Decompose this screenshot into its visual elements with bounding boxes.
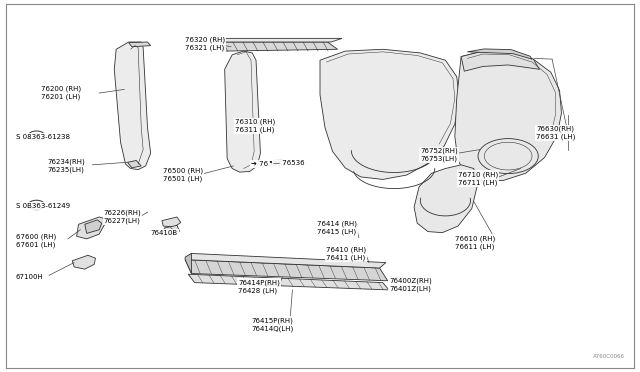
Polygon shape xyxy=(77,217,108,239)
Text: 76414 (RH)
76415 (LH): 76414 (RH) 76415 (LH) xyxy=(317,221,357,235)
Polygon shape xyxy=(129,42,150,47)
Polygon shape xyxy=(213,38,342,42)
Polygon shape xyxy=(85,220,102,233)
Text: 76234(RH)
76235(LH): 76234(RH) 76235(LH) xyxy=(47,159,85,173)
Text: 67600 (RH)
67601 (LH): 67600 (RH) 67601 (LH) xyxy=(16,234,56,248)
Polygon shape xyxy=(467,49,532,59)
Text: 76752(RH)
76753(LH): 76752(RH) 76753(LH) xyxy=(420,148,458,162)
Text: •— 76536: •— 76536 xyxy=(269,160,304,166)
Text: S: S xyxy=(35,202,38,208)
Polygon shape xyxy=(127,160,141,168)
Polygon shape xyxy=(162,217,180,227)
Text: 76410B: 76410B xyxy=(150,230,178,236)
Text: 76414P(RH)
76428 (LH): 76414P(RH) 76428 (LH) xyxy=(239,279,280,294)
Polygon shape xyxy=(461,51,540,71)
Polygon shape xyxy=(320,49,460,179)
Polygon shape xyxy=(163,225,179,234)
Polygon shape xyxy=(185,253,191,273)
Text: 76415P(RH)
76414Q(LH): 76415P(RH) 76414Q(LH) xyxy=(251,317,293,332)
Text: 76710 (RH)
76711 (LH): 76710 (RH) 76711 (LH) xyxy=(458,171,498,186)
Polygon shape xyxy=(213,40,226,51)
Text: 76226(RH)
76227(LH): 76226(RH) 76227(LH) xyxy=(104,210,141,224)
Polygon shape xyxy=(72,255,95,269)
Text: 76610 (RH)
76611 (LH): 76610 (RH) 76611 (LH) xyxy=(455,235,495,250)
Polygon shape xyxy=(213,42,337,51)
Polygon shape xyxy=(188,274,389,290)
Text: 67100H: 67100H xyxy=(16,274,44,280)
Text: 76320 (RH)
76321 (LH): 76320 (RH) 76321 (LH) xyxy=(185,36,225,51)
Text: 76630(RH)
76631 (LH): 76630(RH) 76631 (LH) xyxy=(536,126,576,140)
Polygon shape xyxy=(225,51,260,172)
Polygon shape xyxy=(115,42,150,170)
Text: S 0B363-61249: S 0B363-61249 xyxy=(16,203,70,209)
Text: S: S xyxy=(35,133,38,138)
Polygon shape xyxy=(185,260,388,281)
Polygon shape xyxy=(414,165,478,232)
Text: 76410 (RH)
76411 (LH): 76410 (RH) 76411 (LH) xyxy=(326,246,366,261)
Text: S 08363-61238: S 08363-61238 xyxy=(16,134,70,140)
Polygon shape xyxy=(455,51,561,180)
Text: A760C0066: A760C0066 xyxy=(593,354,625,359)
Polygon shape xyxy=(185,253,386,268)
Text: 76310 (RH)
76311 (LH): 76310 (RH) 76311 (LH) xyxy=(236,119,276,133)
Text: 76500 (RH)
76501 (LH): 76500 (RH) 76501 (LH) xyxy=(163,168,204,182)
Text: 76400Z(RH)
76401Z(LH): 76400Z(RH) 76401Z(LH) xyxy=(389,277,432,292)
Text: ➔ 76536: ➔ 76536 xyxy=(251,161,282,167)
Text: 76200 (RH)
76201 (LH): 76200 (RH) 76201 (LH) xyxy=(41,86,81,100)
